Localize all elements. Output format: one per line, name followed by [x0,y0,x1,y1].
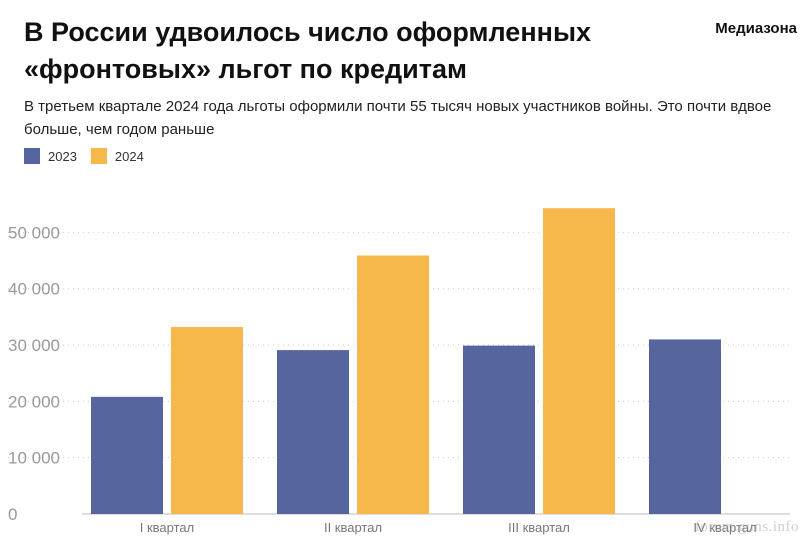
y-tick-label: 0 [8,505,17,524]
y-tick-label: 20 000 [8,392,60,411]
legend: 2023 2024 [24,148,144,164]
legend-swatch-2023 [24,148,40,164]
x-category-label: II квартал [324,520,382,535]
x-category-label: IV квартал [693,520,756,535]
bar-2023-q2 [277,350,349,514]
bar-2023-q4 [649,339,721,514]
chart-subtitle: В третьем квартале 2024 года льготы офор… [24,98,772,138]
bar-2024-q2 [357,255,429,514]
bar-2024-q1 [171,327,243,514]
bar-2023-q3 [463,345,535,514]
y-tick-label: 10 000 [8,449,60,468]
bar-2024-q3 [543,208,615,514]
chart-title: В России удвоилось число оформленных «фр… [24,17,592,84]
bar-2023-q1 [91,396,163,514]
legend-label-2024: 2024 [114,148,144,164]
watermark: forum.guns.info [694,519,799,535]
y-tick-label: 40 000 [8,280,60,299]
legend-label-2023: 2023 [48,148,77,164]
y-tick-label: 50 000 [8,223,60,242]
legend-item-2024: 2024 [90,148,144,164]
x-category-label: III квартал [508,520,570,535]
legend-item-2023: 2023 [24,148,77,164]
y-tick-label: 30 000 [8,336,60,355]
legend-swatch-2024 [90,148,107,164]
x-category-label: I квартал [140,520,194,535]
brand-logo: Медиазона [715,20,797,37]
